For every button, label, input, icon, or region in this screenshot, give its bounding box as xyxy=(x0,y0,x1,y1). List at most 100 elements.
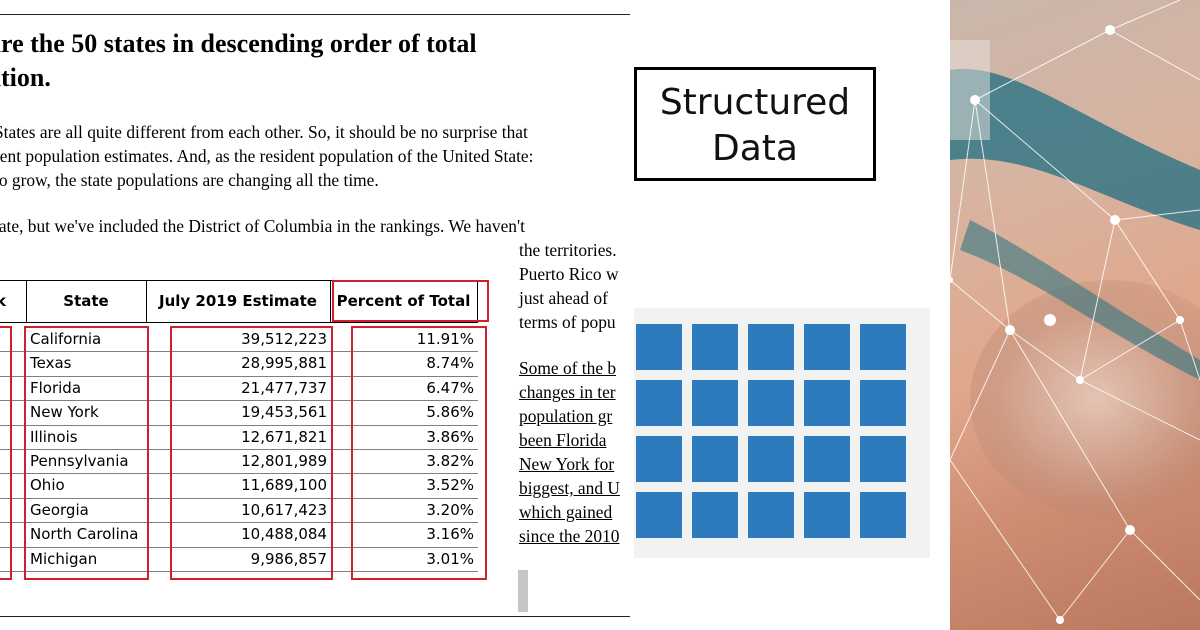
table-border xyxy=(330,280,331,322)
table-row-divider xyxy=(0,546,478,548)
grid-tile xyxy=(804,380,850,426)
structured-data-panel: Structured Data xyxy=(632,0,950,630)
eye-network-image xyxy=(950,0,1200,630)
grid-tile xyxy=(748,380,794,426)
table-cell-percent: 11.91% xyxy=(416,330,474,348)
table-cell-estimate: 11,689,100 xyxy=(241,476,327,495)
table-cell-state: Michigan xyxy=(30,549,98,568)
paragraph-2-line-1: tate, but we've included the District of… xyxy=(0,216,525,236)
grid-tile xyxy=(804,324,850,370)
top-rule xyxy=(0,14,630,15)
side-link-line[interactable]: been Florida xyxy=(519,430,607,450)
table-row-divider xyxy=(0,497,478,499)
grid-tile xyxy=(636,324,682,370)
scrollbar-thumb[interactable] xyxy=(518,570,528,612)
heading-line-2: ation. xyxy=(0,63,51,92)
table-border xyxy=(26,280,27,322)
table-cell-estimate: 10,617,423 xyxy=(241,500,327,519)
table-cell-state: New York xyxy=(30,403,99,422)
header-estimate: July 2019 Estimate xyxy=(159,292,317,310)
table-border xyxy=(146,280,147,322)
table-cell-percent: 6.47% xyxy=(426,378,474,397)
table-row-divider xyxy=(0,400,478,402)
side-link-line[interactable]: changes in ter xyxy=(519,382,616,402)
side-text-line: terms of popu xyxy=(519,312,616,332)
side-text-line: Puerto Rico w xyxy=(519,264,619,284)
teal-brow-band xyxy=(950,68,1200,231)
structured-data-label-box: Structured Data xyxy=(634,67,876,181)
table-row-divider xyxy=(0,522,478,524)
side-link-line[interactable]: which gained xyxy=(519,502,613,522)
teal-lash-band xyxy=(960,220,1200,380)
table-cell-estimate: 39,512,223 xyxy=(241,330,327,348)
table-cell-state: Illinois xyxy=(30,427,78,446)
grid-tile xyxy=(860,380,906,426)
table-row-divider xyxy=(0,473,478,475)
table-row-divider xyxy=(0,571,478,572)
table-cell-state: North Carolina xyxy=(30,525,139,544)
document-panel: are the 50 states in descending order of… xyxy=(0,14,630,617)
grid-tile xyxy=(748,324,794,370)
side-link-line[interactable]: biggest, and U xyxy=(519,478,620,498)
paragraph-1-line-2: rent population estimates. And, as the r… xyxy=(0,146,534,166)
grid-tile xyxy=(860,324,906,370)
grid-tile xyxy=(636,380,682,426)
table-cell-estimate: 12,801,989 xyxy=(241,452,327,470)
table-cell-estimate: 9,986,857 xyxy=(250,549,327,568)
table-row-divider xyxy=(0,351,478,353)
table-cell-state: California xyxy=(30,330,102,348)
table-cell-estimate: 12,671,821 xyxy=(241,427,327,446)
grid-tile xyxy=(636,492,682,538)
table-cell-percent: 3.16% xyxy=(426,525,474,544)
table-border xyxy=(0,280,478,281)
network-overlay xyxy=(950,0,1200,624)
highlight-state-column xyxy=(24,326,149,580)
heading-line-1: are the 50 states in descending order of… xyxy=(0,29,477,58)
table-cell-percent: 3.01% xyxy=(426,549,474,568)
table-cell-state: Georgia xyxy=(30,500,89,519)
header-percent: Percent of Total xyxy=(336,292,471,310)
eye-shape xyxy=(970,280,1200,520)
highlight-percent-column xyxy=(351,326,487,580)
table-row-divider xyxy=(0,424,478,426)
side-link-line[interactable]: population gr xyxy=(519,406,613,426)
table-cell-estimate: 19,453,561 xyxy=(241,403,327,422)
table-cell-state: Florida xyxy=(30,378,82,397)
table-cell-estimate: 28,995,881 xyxy=(241,354,327,373)
grid-tile xyxy=(692,380,738,426)
network-nodes xyxy=(950,25,1184,624)
label-line-1: Structured xyxy=(659,82,851,123)
bottom-rule xyxy=(0,616,630,617)
highlight-estimate-column xyxy=(170,326,333,580)
header-rank: k xyxy=(0,292,6,310)
highlight-percent-header xyxy=(332,280,489,322)
structured-data-label: Structured Data xyxy=(637,80,873,172)
table-cell-percent: 5.86% xyxy=(426,403,474,422)
table-cell-state: Texas xyxy=(30,354,72,373)
label-line-2: Data xyxy=(712,128,798,169)
table-border xyxy=(0,322,478,323)
side-link-line[interactable]: New York for xyxy=(519,454,615,474)
grid-tile xyxy=(692,492,738,538)
grid-tile xyxy=(748,436,794,482)
page-heading: are the 50 states in descending order of… xyxy=(0,27,628,95)
light-patch xyxy=(950,40,990,140)
grid-tile xyxy=(692,324,738,370)
grid-tile xyxy=(860,492,906,538)
table-row-divider xyxy=(0,449,478,450)
highlight-rank-column xyxy=(0,326,12,580)
grid-tile xyxy=(636,436,682,482)
grid-tile xyxy=(692,436,738,482)
side-link-line[interactable]: Some of the b xyxy=(519,358,617,378)
header-state: State xyxy=(63,292,109,310)
grid-tile xyxy=(804,492,850,538)
table-cell-percent: 3.52% xyxy=(426,476,474,495)
side-text-line: just ahead of xyxy=(519,288,608,308)
side-text-line: the territories. xyxy=(519,240,617,260)
table-border xyxy=(477,280,478,322)
side-link-line[interactable]: since the 2010 xyxy=(519,526,620,546)
table-cell-state: Pennsylvania xyxy=(30,452,129,470)
paragraph-1-line-3: to grow, the state populations are chang… xyxy=(0,170,379,190)
grid-tile xyxy=(804,436,850,482)
table-cell-percent: 8.74% xyxy=(426,354,474,373)
